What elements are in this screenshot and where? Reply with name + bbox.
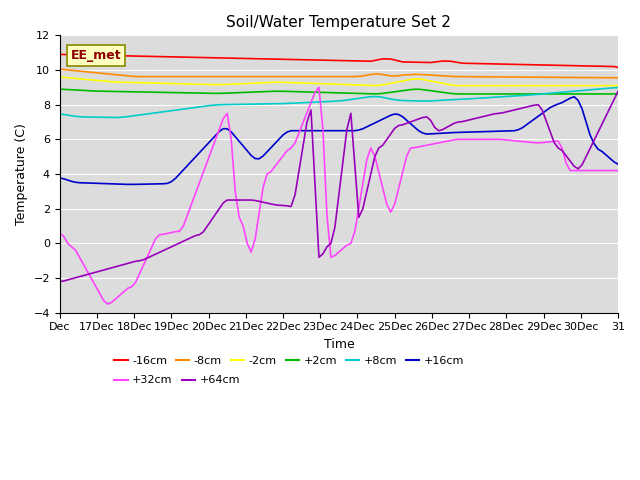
Y-axis label: Temperature (C): Temperature (C) — [15, 123, 28, 225]
X-axis label: Time: Time — [323, 338, 355, 351]
Title: Soil/Water Temperature Set 2: Soil/Water Temperature Set 2 — [227, 15, 451, 30]
Text: EE_met: EE_met — [71, 49, 122, 62]
Legend: +32cm, +64cm: +32cm, +64cm — [110, 371, 244, 390]
